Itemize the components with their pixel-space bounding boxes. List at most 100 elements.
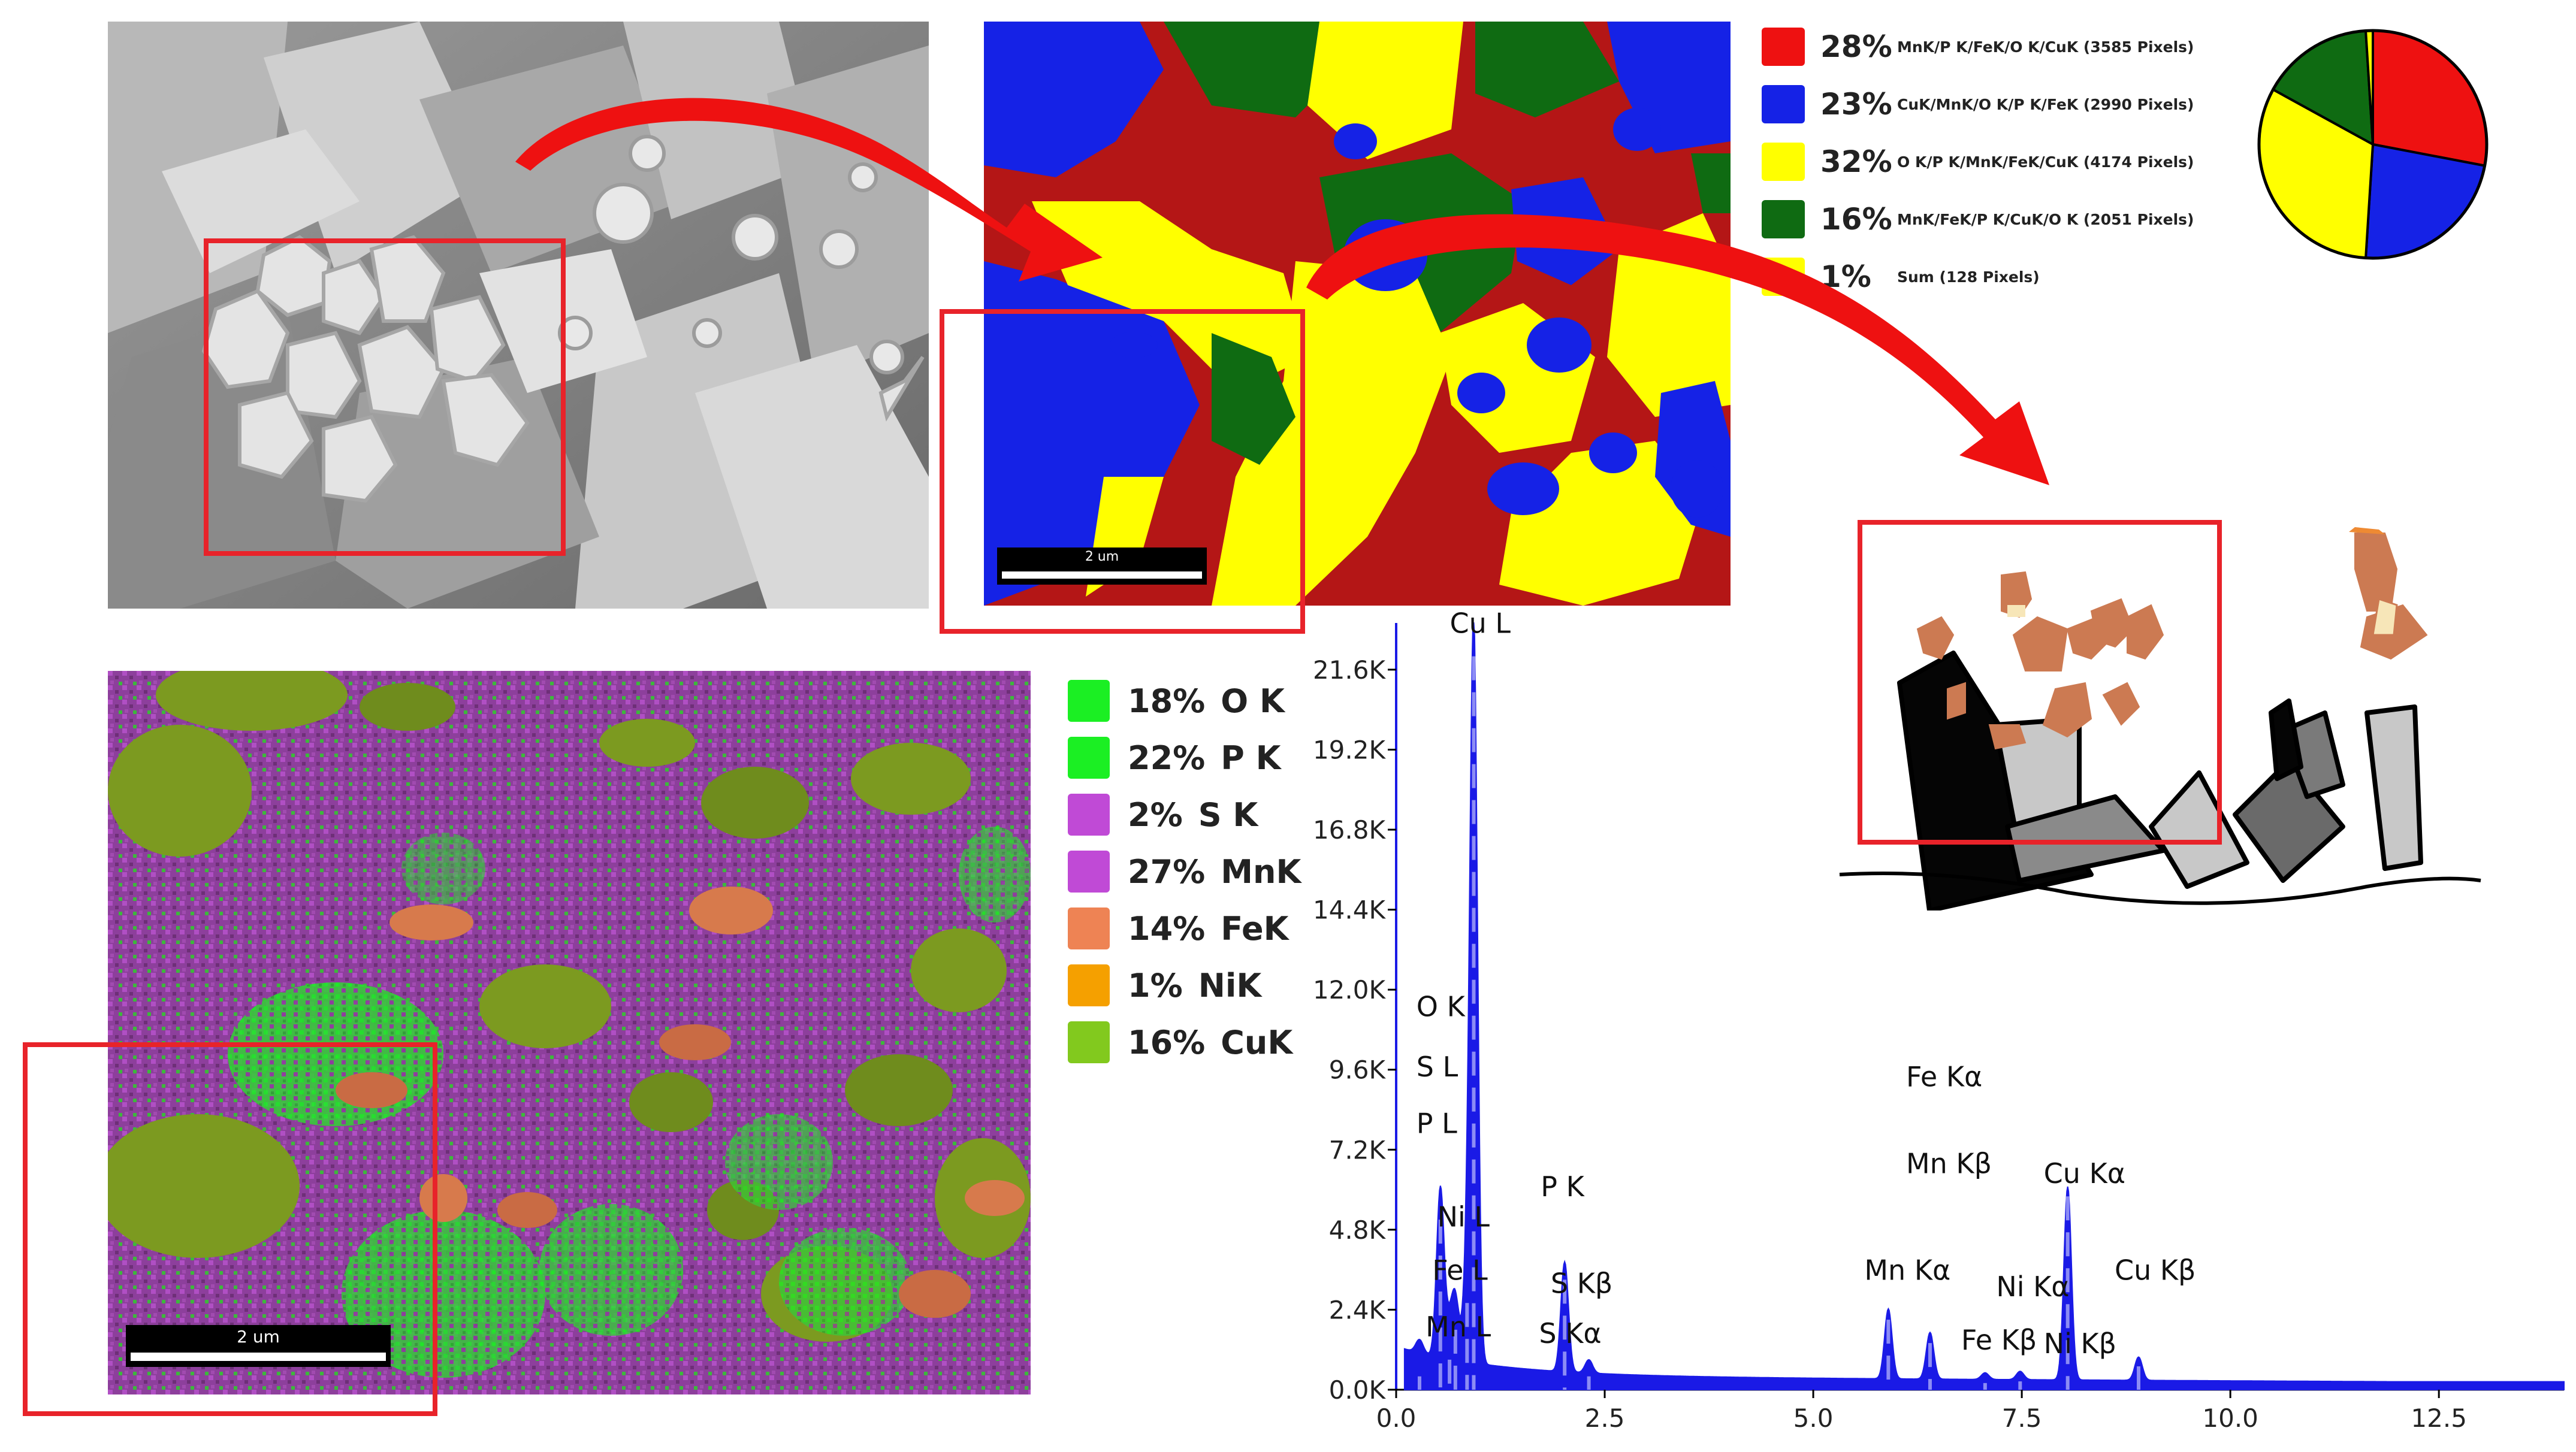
legend-swatch	[1068, 964, 1110, 1006]
element-map-scale-label: 2 um	[237, 1327, 280, 1347]
legend-swatch	[1762, 28, 1805, 66]
grey-crystal	[2364, 704, 2423, 871]
peak-label: Fe L	[1432, 1254, 1488, 1286]
y-tick-label: 16.8K	[1313, 815, 1387, 845]
legend-swatch	[1068, 680, 1110, 722]
legend-percent: 23%	[1820, 87, 1892, 122]
y-tick-label: 19.2K	[1313, 735, 1387, 764]
phase-pie-chart	[2257, 29, 2489, 260]
legend-swatch	[1762, 143, 1805, 181]
phase-legend-item: 1% Sum (128 Pixels)	[1762, 258, 2040, 296]
phase-map-scale-bar: 2 um	[997, 547, 1207, 585]
legend-label: Sum (128 Pixels)	[1897, 268, 2040, 286]
y-tick-label: 0.0K	[1329, 1375, 1387, 1405]
peak-annotations: Cu L O K S L P L Ni L Fe L Mn L P K S Kβ S Kα Fe K…	[1417, 611, 2196, 1360]
legend-percent: 22%	[1128, 739, 1206, 777]
element-legend-item: 22% P K	[1068, 737, 1281, 779]
legend-label: MnK/P K/FeK/O K/CuK (3585 Pixels)	[1897, 38, 2194, 56]
element-legend-item: 14% FeK	[1068, 908, 1288, 949]
peak-label: Ni Kβ	[2044, 1327, 2116, 1360]
peak-label: Cu Kα	[2044, 1157, 2125, 1190]
legend-swatch	[1762, 200, 1805, 238]
element-legend-item: 18% O K	[1068, 680, 1285, 722]
phase-map-scale-label: 2 um	[1085, 549, 1119, 564]
legend-label: MnK/FeK/P K/CuK/O K (2051 Pixels)	[1897, 210, 2194, 228]
element-legend-item: 2% S K	[1068, 794, 1258, 836]
x-tick-label: 12.5	[2411, 1403, 2467, 1433]
peak-label: Fe Kβ	[1961, 1324, 2037, 1356]
legend-swatch	[1068, 794, 1110, 836]
element-legend-item: 27% MnK	[1068, 851, 1301, 893]
x-tick-label: 7.5	[2002, 1403, 2042, 1433]
element-map: 2 um	[108, 671, 1031, 1394]
legend-label: S K	[1198, 795, 1258, 834]
peak-label: Mn Kβ	[1906, 1147, 1992, 1179]
ground-line	[1839, 872, 2481, 905]
schematic-highlight-box	[1858, 520, 2222, 845]
y-tick-label: 14.4K	[1313, 896, 1387, 925]
peak-label: Mn L	[1426, 1311, 1491, 1343]
phase-map: 2 um	[984, 22, 1731, 606]
curved-arrow-phase-to-schematic	[1306, 214, 2049, 485]
legend-percent: 2%	[1128, 795, 1183, 834]
legend-percent: 18%	[1128, 682, 1206, 720]
phase-legend-item: 28% MnK/P K/FeK/O K/CuK (3585 Pixels)	[1762, 28, 2194, 66]
sem-highlight-box	[204, 238, 566, 556]
peak-label: Fe Kα	[1906, 1061, 1982, 1093]
x-tick-label: 5.0	[1793, 1403, 1834, 1433]
legend-label: CuK/MnK/O K/P K/FeK (2990 Pixels)	[1897, 95, 2194, 113]
legend-label: NiK	[1198, 966, 1262, 1005]
legend-label: CuK	[1221, 1023, 1293, 1061]
legend-label: FeK	[1221, 909, 1289, 948]
grey-crystal	[2149, 770, 2249, 889]
peak-label: O K	[1417, 991, 1466, 1023]
phase-legend-item: 16% MnK/FeK/P K/CuK/O K (2051 Pixels)	[1762, 200, 2194, 238]
legend-percent: 16%	[1820, 202, 1892, 237]
legend-swatch	[1068, 737, 1110, 779]
curved-arrow-sem-to-phase	[515, 98, 1103, 282]
y-tick-label: 21.6K	[1313, 655, 1387, 685]
legend-percent: 16%	[1128, 1023, 1206, 1061]
legend-percent: 28%	[1820, 29, 1892, 64]
element-map-scale-bar: 2 um	[126, 1325, 391, 1367]
peak-label: P L	[1417, 1107, 1457, 1139]
phase-legend-item: 23% CuK/MnK/O K/P K/FeK (2990 Pixels)	[1762, 85, 2194, 123]
spectrum-area	[1403, 622, 2565, 1390]
tick-labels: 0.0K 2.4K 4.8K 7.2K 9.6K 12.0K 14.4K 16.8K 19.2K…	[1313, 655, 2467, 1433]
element-map-highlight-box	[23, 1042, 437, 1416]
legend-percent: 27%	[1128, 852, 1206, 891]
y-tick-label: 7.2K	[1329, 1135, 1387, 1164]
legend-percent: 14%	[1128, 909, 1206, 948]
y-tick-label: 4.8K	[1329, 1215, 1387, 1245]
y-tick-label: 2.4K	[1329, 1295, 1387, 1324]
legend-swatch	[1068, 1021, 1110, 1063]
grey-crystal	[2233, 758, 2345, 883]
x-tick-label: 10.0	[2202, 1403, 2258, 1433]
legend-label: O K	[1221, 682, 1285, 720]
peak-label: S Kβ	[1551, 1268, 1612, 1300]
spectrum-series	[1403, 622, 2565, 1390]
eds-spectrum-chart: 0.0K 2.4K 4.8K 7.2K 9.6K 12.0K 14.4K 16.8K 19.2K…	[1313, 611, 2565, 1433]
x-tick-label: 2.5	[1585, 1403, 1625, 1433]
y-tick-label: 12.0K	[1313, 975, 1387, 1005]
element-legend-item: 1% NiK	[1068, 964, 1261, 1006]
phase-map-highlight-box	[940, 309, 1305, 634]
peak-label: Cu Kβ	[2115, 1254, 2196, 1286]
legend-swatch	[1068, 851, 1110, 893]
phase-map-regions	[984, 22, 1731, 606]
y-tick-label: 9.6K	[1329, 1055, 1387, 1085]
element-map-regions	[108, 671, 1031, 1394]
peak-label: P K	[1541, 1170, 1585, 1203]
black-crystal	[2269, 698, 2303, 781]
legend-label: O K/P K/MnK/FeK/CuK (4174 Pixels)	[1897, 153, 2194, 171]
peak-label: Cu L	[1449, 611, 1511, 640]
peak-label: Mn Kα	[1864, 1254, 1950, 1286]
peak-label: Ni L	[1438, 1200, 1490, 1233]
schematic-drawing	[1839, 527, 2481, 910]
x-tick-label: 0.0	[1376, 1403, 1417, 1433]
grey-crystal	[2281, 710, 2345, 799]
peak-label: S L	[1417, 1051, 1458, 1083]
peak-label: S Kα	[1539, 1317, 1601, 1350]
element-legend-item: 16% CuK	[1068, 1021, 1292, 1063]
phase-legend-item: 32% O K/P K/MnK/FeK/CuK (4174 Pixels)	[1762, 143, 2194, 181]
